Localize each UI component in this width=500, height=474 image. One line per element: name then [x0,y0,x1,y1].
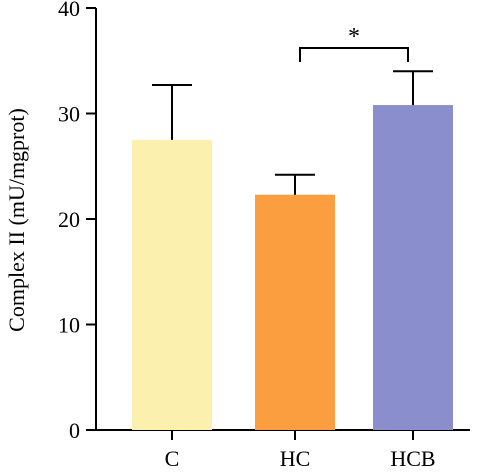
significance-line [299,47,409,62]
y-tick-label: 30 [58,102,80,127]
y-axis-title: Complex II (mU/mgprot) [4,108,29,332]
y-tick-label: 20 [58,207,80,232]
bar-hc [255,194,335,430]
x-tick-label-c: C [165,446,180,471]
error-bars [152,70,433,195]
y-tick-label: 10 [58,313,80,338]
y-axis: 0 10 20 30 40 [58,0,97,443]
x-tick-label-hcb: HCB [390,446,435,471]
y-tick-label: 0 [69,418,80,443]
x-axis: C HC HCB [95,429,470,471]
bar-c [132,139,212,430]
bar-hcb [373,105,453,430]
significance-label: * [348,24,360,50]
y-tick-label: 40 [58,0,80,21]
bars [132,105,453,430]
x-tick-label-hc: HC [280,446,311,471]
significance-bracket: * [299,24,409,62]
